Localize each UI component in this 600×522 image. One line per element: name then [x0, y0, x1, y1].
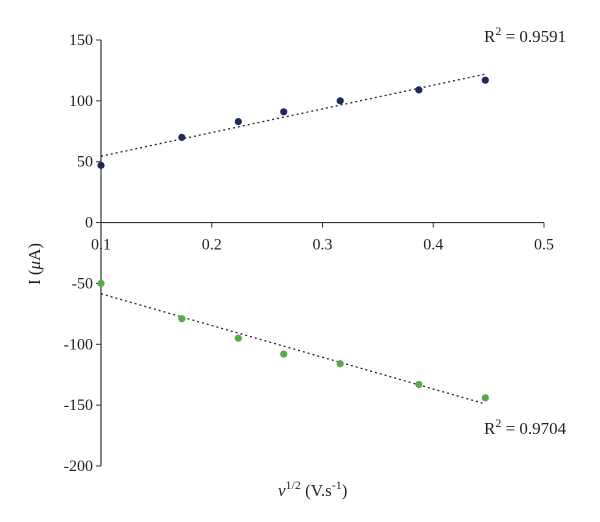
- y-tick-label: -50: [72, 275, 93, 292]
- x-tick-label: 0.4: [423, 237, 443, 254]
- y-tick-label: -150: [64, 397, 93, 414]
- data-point: [336, 97, 344, 105]
- data-point: [178, 315, 186, 323]
- r2-label-lower: R2 = 0.9704: [484, 416, 567, 438]
- y-tick-label: -200: [64, 458, 93, 475]
- x-tick-marks: [100, 222, 545, 228]
- x-axis-label: v1/2 (V.s-1): [278, 478, 347, 500]
- data-point: [481, 76, 489, 84]
- data-point: [97, 161, 105, 169]
- data-point: [280, 350, 288, 358]
- x-tick-label: 0.2: [202, 237, 222, 254]
- data-point: [97, 279, 105, 288]
- data-point: [178, 133, 186, 141]
- trendline: [100, 73, 486, 157]
- data-point: [234, 117, 242, 126]
- series-layer: [97, 73, 489, 405]
- y-tick-label: -100: [64, 336, 93, 353]
- data-point: [481, 394, 489, 402]
- data-point: [336, 360, 344, 368]
- y-tick-labels: 150 100 50 0 -50 -100 -150 -200: [64, 32, 93, 475]
- data-point: [234, 334, 242, 342]
- y-tick-label: 100: [69, 93, 93, 110]
- y-tick-label: 50: [77, 154, 93, 171]
- data-point: [280, 108, 288, 116]
- data-point: [415, 380, 423, 389]
- data-point: [415, 86, 423, 94]
- series-1: [97, 73, 489, 169]
- y-axis-label: I (μA): [25, 243, 44, 285]
- x-tick-labels: 0.1 0.2 0.3 0.4 0.5: [91, 237, 554, 254]
- trendline: [100, 293, 486, 405]
- y-tick-label: 0: [85, 215, 93, 232]
- x-tick-label: 0.3: [313, 237, 333, 254]
- y-tick-label: 150: [69, 32, 93, 49]
- r2-label-upper: R2 = 0.9591: [484, 24, 566, 46]
- series-2: [97, 279, 489, 405]
- x-tick-label: 0.5: [534, 237, 554, 254]
